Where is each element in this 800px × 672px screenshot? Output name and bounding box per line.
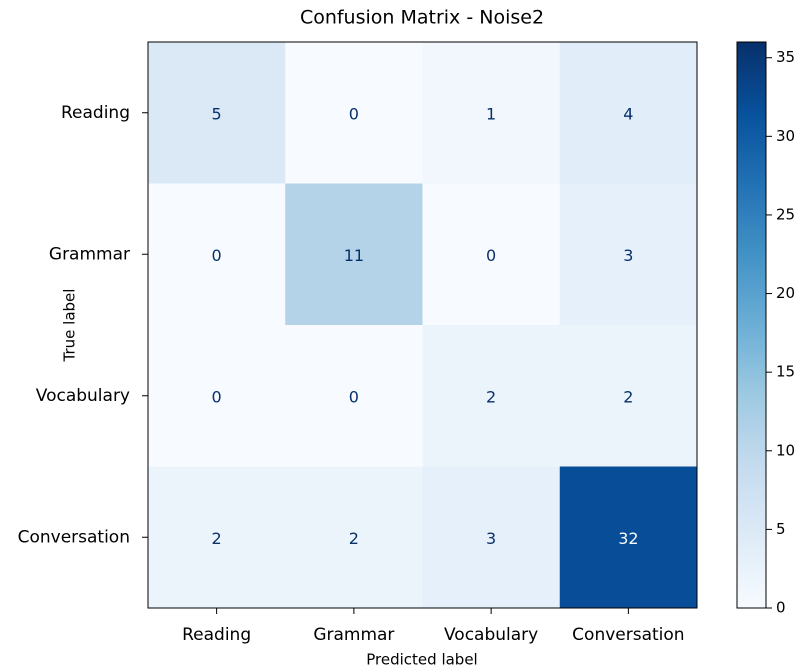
cell — [422, 42, 561, 184]
cell — [285, 325, 423, 467]
cell-label: 5 — [212, 104, 222, 123]
x-tick-label: Grammar — [313, 625, 394, 645]
colorbar-tick-label: 5 — [776, 520, 786, 538]
cell — [148, 466, 286, 609]
chart-title: Confusion Matrix - Noise2 — [300, 7, 544, 29]
x-tick-label: Conversation — [572, 625, 684, 645]
cell — [422, 183, 561, 326]
colorbar-tick-label: 0 — [776, 599, 786, 617]
cell-label: 11 — [344, 246, 364, 265]
cell-label: 0 — [486, 246, 496, 265]
cell — [285, 183, 423, 326]
colorbar-tick-label: 20 — [776, 284, 795, 302]
cell — [148, 325, 286, 467]
x-tick-label: Vocabulary — [444, 625, 538, 645]
plot-frame — [147, 41, 698, 609]
cell — [285, 466, 423, 609]
cell-label: 3 — [623, 246, 633, 265]
cell-label: 2 — [623, 387, 633, 406]
cell-label: 3 — [486, 529, 496, 548]
x-tick-label: Reading — [182, 625, 251, 645]
y-axis-title: True label — [61, 289, 79, 363]
cell — [422, 466, 561, 609]
y-tick-label: Vocabulary — [36, 386, 130, 406]
cell — [422, 325, 561, 467]
y-tick-label: Grammar — [49, 244, 130, 264]
cell-label: 0 — [349, 387, 359, 406]
cell-label: 32 — [618, 529, 638, 548]
cell — [559, 42, 698, 184]
cell-label: 1 — [486, 104, 496, 123]
colorbar-tick-label: 15 — [776, 363, 795, 381]
y-tick-label: Conversation — [18, 527, 130, 547]
colorbar-tick-label: 35 — [776, 48, 795, 66]
x-axis-title: Predicted label — [366, 651, 477, 669]
cell-label: 2 — [486, 387, 496, 406]
colorbar-tick-label: 25 — [776, 205, 795, 223]
cell — [559, 466, 698, 609]
cell — [285, 42, 423, 184]
cell-label: 2 — [349, 529, 359, 548]
cell-label: 2 — [212, 529, 222, 548]
cell-label: 0 — [212, 387, 222, 406]
colorbar-tick-label: 30 — [776, 127, 795, 145]
cell — [559, 325, 698, 467]
colorbar — [736, 41, 767, 609]
y-tick-label: Reading — [61, 103, 130, 123]
cell — [148, 42, 286, 184]
cell-label: 0 — [349, 104, 359, 123]
cell-label: 0 — [212, 246, 222, 265]
colorbar-tick-label: 10 — [776, 441, 795, 459]
cell — [148, 183, 286, 326]
cell — [559, 183, 698, 326]
cell-label: 4 — [623, 104, 633, 123]
